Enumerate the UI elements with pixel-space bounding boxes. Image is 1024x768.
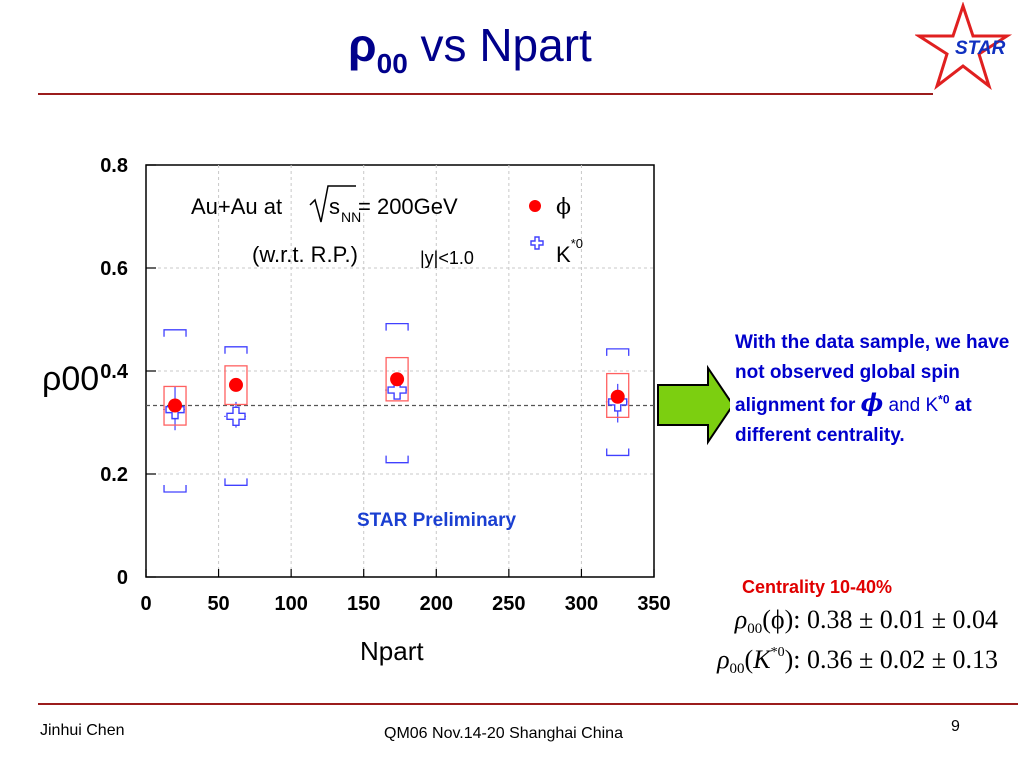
x-tick-label: 0 xyxy=(140,593,151,615)
kstar-sys-bracket-low xyxy=(163,485,187,493)
footer-divider xyxy=(38,703,1018,705)
sqrt-s-label: s xyxy=(329,194,340,219)
slide-title: ρ00 vs Npart xyxy=(0,18,940,80)
title-rho: ρ xyxy=(348,19,377,71)
sqrt-sub-label: NN xyxy=(341,209,361,225)
grid-lines xyxy=(146,165,654,577)
x-axis-label: Npart xyxy=(360,636,424,666)
note-phi: ϕ xyxy=(860,388,884,417)
note-kstar-sup: *0 xyxy=(938,392,950,407)
phi-formula-rho: ρ xyxy=(734,605,748,634)
kstar-point xyxy=(226,406,246,427)
y-axis-label: ρ00 xyxy=(42,360,99,398)
kstar-formula-close: ) xyxy=(784,645,794,674)
kstar-result-formula: ρ00(K*0): 0.36 ± 0.02 ± 0.13 xyxy=(717,645,998,678)
kstar-sys-bracket-low xyxy=(606,448,630,457)
axis-ticks: 0 50 100 150 200 250 300 350 0 0.2 0.4 0.6 0.8 xyxy=(100,155,671,615)
phi-point xyxy=(228,377,243,392)
star-icon xyxy=(915,2,1013,90)
kstar-formula-rho: ρ xyxy=(717,645,730,674)
phi-sys-box xyxy=(224,365,248,406)
note-line2: at different centrality. xyxy=(735,395,972,446)
rapidity-label: |y|<1.0 xyxy=(420,248,474,268)
y-tick-label: 0.6 xyxy=(100,258,128,280)
phi-formula-value: : 0.38 ± 0.01 ± 0.04 xyxy=(793,605,998,634)
kstar-formula-sup: *0 xyxy=(770,645,785,660)
kstar-formula-sub: 00 xyxy=(729,661,745,677)
conclusion-note: With the data sample, we have not observ… xyxy=(735,328,1015,451)
x-tick-label: 300 xyxy=(565,593,598,615)
centrality-label: Centrality 10-40% xyxy=(742,577,893,597)
footer-conference: QM06 Nov.14-20 Shanghai China xyxy=(384,725,623,742)
title-rest: vs Npart xyxy=(407,19,592,71)
energy-label: = 200GeV xyxy=(358,194,458,219)
legend-phi-label: ϕ xyxy=(556,195,571,220)
phi-point xyxy=(168,398,183,413)
kstar-sys-bracket-high xyxy=(606,348,630,356)
preliminary-label: STAR Preliminary xyxy=(357,510,517,531)
phi-sys-box xyxy=(385,356,409,402)
title-subscript: 00 xyxy=(376,48,408,79)
phi-point xyxy=(390,372,405,387)
x-tick-label: 350 xyxy=(637,593,670,615)
frame-label: (w.r.t. R.P.) xyxy=(252,242,358,267)
rho-vs-npart-chart: 0 50 100 150 200 250 300 350 0 0.2 0.4 0.6 0.8 ρ00 N… xyxy=(42,155,730,666)
arrow-icon xyxy=(657,364,730,446)
result-arrow xyxy=(657,364,730,446)
x-tick-label: 50 xyxy=(207,593,229,615)
y-tick-label: 0.8 xyxy=(100,155,128,177)
phi-formula-particle: (ϕ) xyxy=(762,605,794,634)
kstar-formula-particle: K xyxy=(753,645,771,674)
x-tick-label: 250 xyxy=(492,593,525,615)
x-tick-label: 200 xyxy=(420,593,453,615)
note-kstar: K xyxy=(925,395,939,416)
phi-series xyxy=(163,356,630,426)
legend-kstar-label: K*0 xyxy=(556,236,583,267)
y-tick-label: 0 xyxy=(117,567,128,589)
note-and: and xyxy=(883,395,926,416)
legend: ϕ K*0 xyxy=(529,195,583,267)
x-tick-label: 100 xyxy=(274,593,307,615)
note-line1: With the data sample, we have not observ… xyxy=(735,332,1010,416)
legend-kstar-marker xyxy=(530,236,544,250)
phi-sys-box xyxy=(606,372,630,419)
phi-formula-sub: 00 xyxy=(747,621,763,637)
kstar-formula-open: ( xyxy=(744,645,754,674)
phi-sys-box xyxy=(163,385,187,426)
x-tick-label: 150 xyxy=(347,593,380,615)
kstar-sys-bracket-high xyxy=(385,322,409,331)
kstar-sys-bracket-low xyxy=(385,455,409,464)
title-divider xyxy=(38,93,933,95)
star-logo: STAR xyxy=(915,2,1013,90)
energy-annotation: Au+Au at s NN = 200GeV (w.r.t. R.P.) xyxy=(191,185,458,267)
y-tick-label: 0.2 xyxy=(100,464,128,486)
sqrt-icon xyxy=(309,185,356,223)
kstar-formula-value: : 0.36 ± 0.02 ± 0.13 xyxy=(793,645,998,674)
legend-phi-marker xyxy=(529,200,541,212)
y-tick-label: 0.4 xyxy=(100,361,129,383)
kstar-sys-bracket-high xyxy=(163,329,187,337)
page-number: 9 xyxy=(951,718,960,735)
kstar-sys-bracket-low xyxy=(224,478,248,486)
phi-result-formula: ρ00(ϕ): 0.38 ± 0.01 ± 0.04 xyxy=(735,605,998,638)
logo-text: STAR xyxy=(955,38,1006,59)
phi-point xyxy=(610,389,625,404)
kstar-sys-bracket-high xyxy=(224,346,248,354)
footer-author: Jinhui Chen xyxy=(40,722,125,739)
system-label: Au+Au at xyxy=(191,194,282,219)
